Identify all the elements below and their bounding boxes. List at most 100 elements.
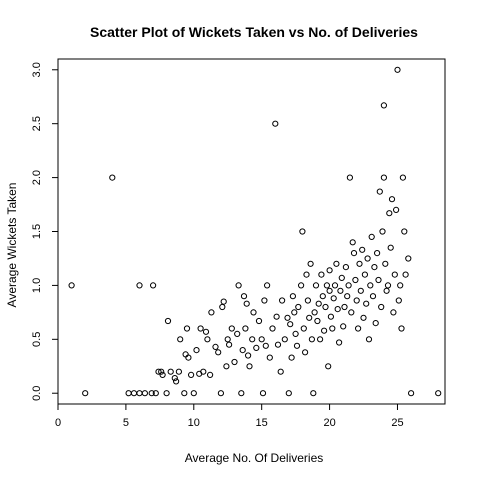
scatter-point <box>382 260 389 267</box>
scatter-point <box>337 287 344 294</box>
scatter-point <box>220 298 227 305</box>
scatter-point <box>164 317 172 325</box>
scatter-point <box>331 282 339 289</box>
scatter-point <box>353 297 360 304</box>
scatter-point <box>155 368 162 375</box>
scatter-point <box>371 264 378 271</box>
scatter-point <box>364 255 371 262</box>
scatter-point <box>357 287 364 294</box>
scatter-point <box>315 300 322 307</box>
scatter-point <box>242 325 249 332</box>
scatter-point <box>378 303 385 311</box>
x-tick-label: 15 <box>256 417 268 429</box>
scatter-point <box>171 375 178 382</box>
y-tick-label: 1.0 <box>31 278 43 293</box>
scatter-point <box>82 390 89 397</box>
scatter-point <box>228 325 235 332</box>
scatter-point <box>202 328 210 335</box>
y-axis: 0.0 0.5 1.0 1.5 2.0 2.5 3.0 <box>31 62 59 401</box>
scatter-point <box>266 354 273 361</box>
plot-frame <box>57 58 446 405</box>
scatter-point <box>356 260 363 267</box>
scatter-point <box>311 309 318 316</box>
scatter-point <box>190 390 197 397</box>
y-tick-label: 2.0 <box>31 170 43 185</box>
scatter-point <box>223 363 230 370</box>
scatter-point <box>274 341 282 348</box>
scatter-point <box>287 321 294 328</box>
scatter-point <box>175 368 182 375</box>
scatter-point <box>269 325 276 332</box>
scatter-point <box>261 297 268 304</box>
scatter-point <box>349 239 356 246</box>
scatter-point <box>380 174 387 181</box>
scatter-point <box>408 390 415 397</box>
scatter-point <box>308 336 315 343</box>
scatter-point <box>193 347 200 354</box>
scatter-point <box>298 282 305 289</box>
scatter-point <box>365 336 373 343</box>
scatter-point <box>372 320 379 327</box>
scatter-point <box>136 282 143 289</box>
scatter-point <box>219 303 226 311</box>
scatter-point <box>310 390 317 397</box>
x-tick-label: 5 <box>123 417 129 429</box>
scatter-point <box>374 250 381 257</box>
scatter-point <box>330 295 337 302</box>
scatter-point <box>125 390 132 397</box>
scatter-point <box>136 390 143 397</box>
scatter-point <box>312 282 320 289</box>
scatter-point <box>272 120 279 127</box>
scatter-point <box>380 102 387 109</box>
scatter-point <box>375 276 382 284</box>
scatter-point <box>289 293 296 300</box>
scatter-point <box>246 363 253 370</box>
scatter-point <box>212 343 219 350</box>
scatter-point <box>277 368 284 375</box>
scatter-point <box>173 378 180 385</box>
scatter-point <box>215 349 222 356</box>
scatter-point <box>130 390 138 397</box>
scatter-point <box>336 339 343 346</box>
scatter-point <box>333 260 340 267</box>
scatter-point <box>346 174 353 181</box>
scatter-point <box>342 264 349 271</box>
scatter-point <box>258 336 265 343</box>
scatter-point <box>393 206 400 213</box>
scatter-point <box>182 351 189 358</box>
scatter-point <box>345 282 352 289</box>
scatter-point <box>361 271 368 278</box>
scatter-point <box>255 317 263 325</box>
scatter-point <box>148 390 155 397</box>
scatter-point <box>398 325 405 332</box>
scatter-point <box>183 325 191 332</box>
scatter-point <box>231 358 238 366</box>
scatter-point <box>307 260 314 267</box>
scatter-point <box>341 303 348 311</box>
scatter-point <box>303 271 310 278</box>
scatter-point <box>391 271 398 278</box>
scatter-point <box>350 250 358 257</box>
scatter-point <box>285 390 292 397</box>
scatter-point <box>200 368 207 375</box>
scatter-point <box>340 323 347 330</box>
scatter-point <box>338 274 345 281</box>
scatter-point <box>367 282 374 289</box>
scatter-point <box>344 293 351 300</box>
scatter-point <box>390 309 397 316</box>
scatter-point <box>204 336 211 343</box>
scatter-point <box>167 368 174 375</box>
scatter-point <box>163 390 170 397</box>
scatter-point <box>318 271 325 278</box>
y-axis-label: Average Wickets Taken <box>5 183 19 308</box>
scatter-point <box>355 325 362 332</box>
scatter-point <box>322 303 329 311</box>
scatter-point <box>327 313 334 320</box>
scatter-point <box>299 228 306 235</box>
scatter-point <box>326 287 333 294</box>
scatter-point <box>253 344 260 351</box>
scatter-point <box>245 352 252 359</box>
scatter-point <box>397 282 404 289</box>
scatter-point <box>325 363 332 370</box>
